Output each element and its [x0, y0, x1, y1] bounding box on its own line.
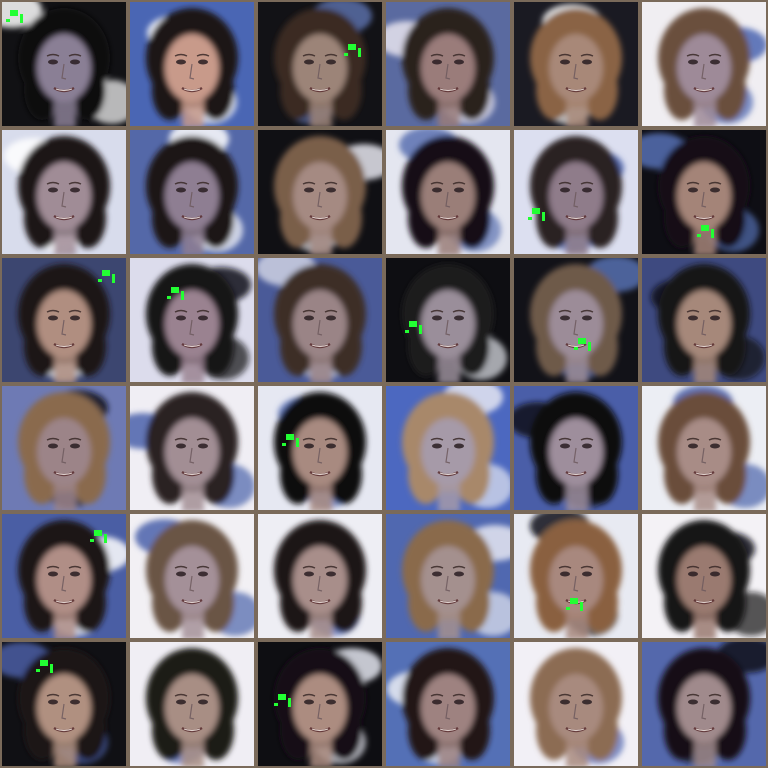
- face-image: [386, 130, 510, 254]
- face-tile: [256, 512, 384, 640]
- face-tile: [512, 0, 640, 128]
- face-tile: [128, 128, 256, 256]
- face-tile: [128, 512, 256, 640]
- face-tile: [640, 256, 768, 384]
- face-image: [642, 642, 766, 766]
- face-image: [514, 386, 638, 510]
- face-image: [258, 258, 382, 382]
- face-tile: [256, 640, 384, 768]
- face-image: [258, 386, 382, 510]
- face-image: [386, 642, 510, 766]
- face-tile: [384, 128, 512, 256]
- face-image: [642, 514, 766, 638]
- face-tile: [0, 384, 128, 512]
- face-image: [514, 258, 638, 382]
- face-image: [386, 514, 510, 638]
- face-tile: [640, 512, 768, 640]
- face-tile: [512, 512, 640, 640]
- face-tile: [128, 256, 256, 384]
- face-image: [642, 130, 766, 254]
- face-tile: [128, 0, 256, 128]
- face-tile: [640, 640, 768, 768]
- face-image: [2, 2, 126, 126]
- face-tile: [128, 384, 256, 512]
- face-image: [2, 386, 126, 510]
- face-image: [514, 130, 638, 254]
- face-image: [258, 2, 382, 126]
- face-tile: [512, 384, 640, 512]
- face-tile: [384, 384, 512, 512]
- face-tile: [384, 0, 512, 128]
- face-image: [130, 130, 254, 254]
- face-image: [130, 2, 254, 126]
- face-image: [514, 514, 638, 638]
- face-image: [258, 642, 382, 766]
- face-image: [386, 258, 510, 382]
- face-tile: [256, 256, 384, 384]
- face-image: [2, 130, 126, 254]
- face-tile: [256, 0, 384, 128]
- face-tile: [512, 256, 640, 384]
- face-tile: [640, 0, 768, 128]
- face-image: [258, 130, 382, 254]
- face-image: [386, 2, 510, 126]
- face-tile: [256, 384, 384, 512]
- face-image: [642, 2, 766, 126]
- face-image: [130, 514, 254, 638]
- face-image: [258, 514, 382, 638]
- face-image: [642, 386, 766, 510]
- face-image: [2, 258, 126, 382]
- face-tile: [0, 256, 128, 384]
- face-tile: [0, 128, 128, 256]
- face-tile: [384, 256, 512, 384]
- face-tile: [512, 128, 640, 256]
- face-image: [2, 514, 126, 638]
- face-tile: [640, 384, 768, 512]
- face-tile: [640, 128, 768, 256]
- face-tile: [384, 512, 512, 640]
- face-image: [642, 258, 766, 382]
- face-image: [130, 642, 254, 766]
- face-tile: [0, 0, 128, 128]
- face-image: [2, 642, 126, 766]
- face-image: [130, 258, 254, 382]
- face-tile: [128, 640, 256, 768]
- face-tile: [512, 640, 640, 768]
- face-tile: [0, 640, 128, 768]
- face-tile: [384, 640, 512, 768]
- face-image: [386, 386, 510, 510]
- face-image: [130, 386, 254, 510]
- face-tile: [0, 512, 128, 640]
- face-tile: [256, 128, 384, 256]
- face-image: [514, 642, 638, 766]
- face-image: [514, 2, 638, 126]
